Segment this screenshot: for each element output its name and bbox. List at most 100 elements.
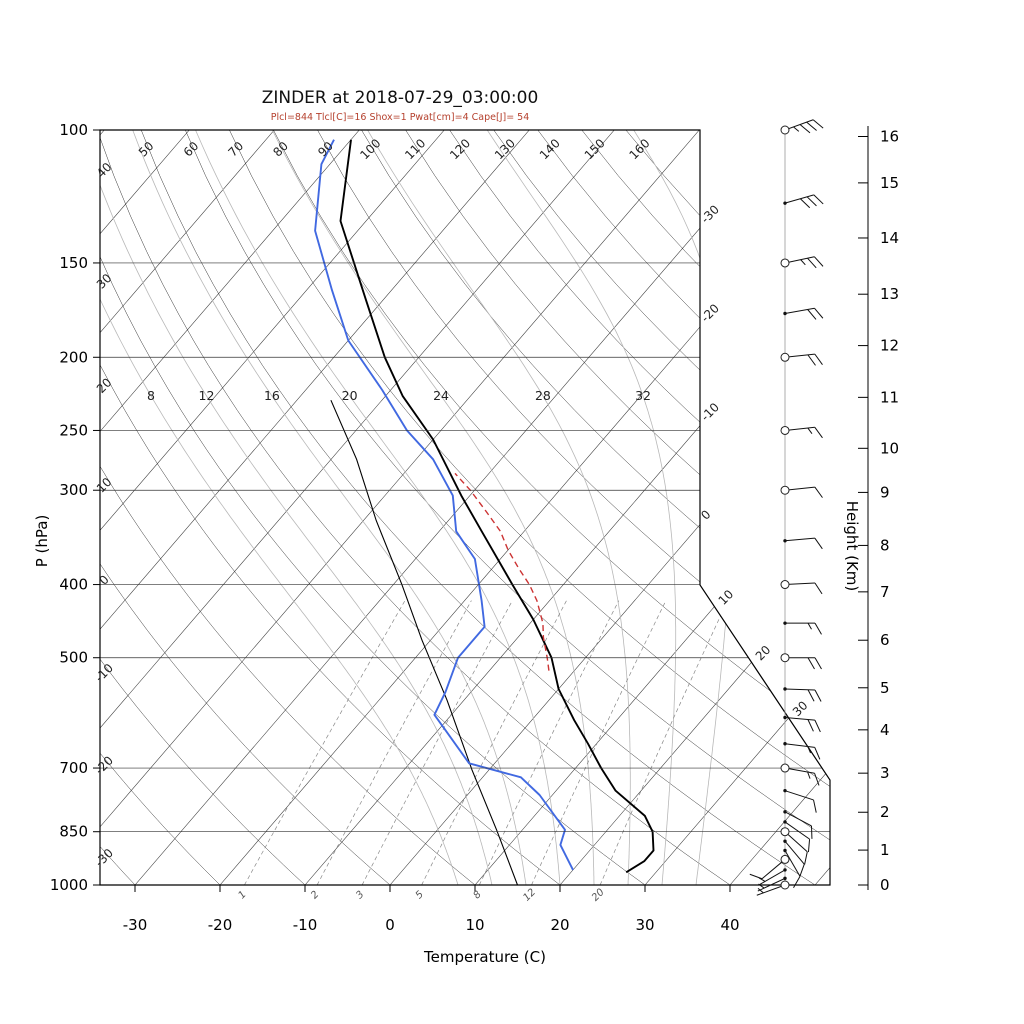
svg-text:-20: -20 <box>92 753 116 777</box>
svg-text:8: 8 <box>147 388 155 403</box>
temperature-axis: -30 -20 -10 0 10 20 30 40 <box>123 885 740 934</box>
svg-text:30: 30 <box>790 698 811 719</box>
significant-level-marker <box>783 715 787 720</box>
svg-text:20: 20 <box>550 916 569 934</box>
svg-text:850: 850 <box>59 823 88 841</box>
svg-text:-10: -10 <box>698 400 722 424</box>
mandatory-level-marker <box>780 125 790 135</box>
svg-text:10: 10 <box>94 475 115 496</box>
svg-text:250: 250 <box>59 421 88 439</box>
svg-text:4: 4 <box>880 721 890 739</box>
svg-text:50: 50 <box>136 139 157 160</box>
svg-text:110: 110 <box>402 136 428 162</box>
svg-text:20: 20 <box>590 887 607 904</box>
mandatory-level-marker <box>780 580 790 590</box>
significant-level-marker <box>783 687 787 691</box>
svg-text:-30: -30 <box>92 846 116 870</box>
significant-level-marker <box>783 839 787 843</box>
svg-text:20: 20 <box>342 388 358 403</box>
svg-text:12: 12 <box>521 887 538 904</box>
svg-text:3: 3 <box>354 889 366 901</box>
svg-text:700: 700 <box>59 759 88 777</box>
svg-text:10: 10 <box>716 587 737 608</box>
mandatory-level-marker <box>780 485 790 495</box>
mandatory-level-marker <box>780 880 790 890</box>
isobar-gridlines <box>100 129 830 886</box>
mandatory-level-marker <box>780 827 790 837</box>
svg-text:0: 0 <box>385 916 395 934</box>
svg-text:150: 150 <box>582 136 608 162</box>
svg-text:16: 16 <box>264 388 280 403</box>
svg-text:12: 12 <box>199 388 215 403</box>
svg-text:13: 13 <box>880 285 899 303</box>
svg-text:10: 10 <box>880 439 899 457</box>
svg-text:32: 32 <box>635 388 651 403</box>
svg-text:2: 2 <box>880 803 890 821</box>
svg-text:1: 1 <box>880 841 890 859</box>
significant-level-marker <box>783 788 787 793</box>
dry-adiabat-labels-top: 50 60 70 80 90 100 110 120 130 140 150 160 <box>136 136 653 162</box>
svg-text:120: 120 <box>447 136 473 162</box>
svg-text:7: 7 <box>880 583 890 601</box>
svg-text:100: 100 <box>59 121 88 139</box>
isotherm-lines <box>100 130 830 885</box>
svg-text:40: 40 <box>720 916 739 934</box>
svg-text:-10: -10 <box>293 916 318 934</box>
svg-text:20: 20 <box>94 375 115 396</box>
svg-text:80: 80 <box>270 139 291 160</box>
mandatory-level-marker <box>780 258 790 268</box>
svg-text:12: 12 <box>880 337 899 355</box>
significant-level-marker <box>783 868 787 872</box>
svg-text:400: 400 <box>59 576 88 594</box>
svg-text:5: 5 <box>414 889 426 901</box>
significant-level-marker <box>783 742 787 746</box>
svg-text:0: 0 <box>880 876 890 894</box>
svg-text:500: 500 <box>59 649 88 667</box>
dry-adiabat-lines <box>100 130 830 885</box>
svg-text:70: 70 <box>226 139 247 160</box>
svg-text:60: 60 <box>181 139 202 160</box>
significant-level-marker <box>783 876 787 881</box>
svg-text:300: 300 <box>59 481 88 499</box>
significant-level-marker <box>783 810 787 814</box>
plot-frame <box>99 129 831 886</box>
significant-level-marker <box>783 621 787 625</box>
moist-adiabat-lines <box>100 130 734 885</box>
svg-text:6: 6 <box>880 631 890 649</box>
svg-text:40: 40 <box>94 160 115 181</box>
svg-text:28: 28 <box>535 388 551 403</box>
mandatory-level-marker <box>780 352 790 362</box>
pressure-axis: 100 150 200 250 300 400 500 700 850 1000 <box>50 121 100 894</box>
svg-text:11: 11 <box>880 388 899 406</box>
parcel-moist-ascent-line <box>454 472 550 671</box>
svg-text:14: 14 <box>880 229 899 247</box>
svg-text:-20: -20 <box>208 916 233 934</box>
mandatory-level-marker <box>780 653 790 663</box>
significant-level-marker <box>783 820 787 824</box>
wind-barbs <box>749 119 824 896</box>
svg-text:30: 30 <box>635 916 654 934</box>
mandatory-level-marker <box>780 425 790 435</box>
svg-text:20: 20 <box>753 643 774 664</box>
svg-text:-30: -30 <box>123 916 148 934</box>
moist-adiabat-labels: 8 12 16 20 24 28 32 <box>147 388 651 403</box>
svg-text:10: 10 <box>465 916 484 934</box>
svg-text:0: 0 <box>97 572 112 587</box>
svg-text:3: 3 <box>880 764 890 782</box>
svg-text:150: 150 <box>59 254 88 272</box>
svg-text:-10: -10 <box>92 661 116 685</box>
svg-text:8: 8 <box>471 889 483 901</box>
svg-text:5: 5 <box>880 679 890 697</box>
svg-text:16: 16 <box>880 127 899 145</box>
svg-text:30: 30 <box>94 271 115 292</box>
significant-level-marker <box>783 311 787 316</box>
svg-text:-30: -30 <box>698 202 722 226</box>
mixing-ratio-labels: 1 2 3 5 8 12 20 <box>236 887 606 904</box>
significant-level-marker <box>783 848 787 853</box>
significant-level-marker <box>783 201 787 205</box>
dewpoint-curve <box>314 139 574 871</box>
mandatory-level-marker <box>780 854 790 864</box>
